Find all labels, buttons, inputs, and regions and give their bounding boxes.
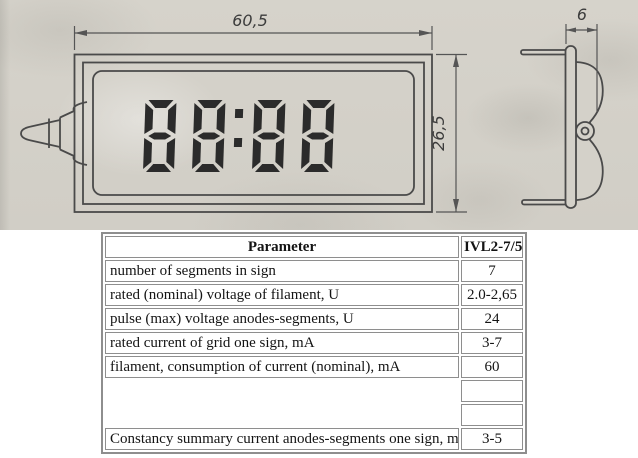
dim-depth-label: 6	[577, 5, 587, 24]
dimension-height	[436, 53, 467, 213]
col-header-type: IVL2-7/5	[461, 236, 523, 258]
value-cell: 24	[461, 308, 523, 330]
front-view	[20, 53, 433, 213]
param-cell: rated current of grid one sign, mA	[105, 332, 459, 354]
table-row: rated current of grid one sign, mA 3-7	[105, 332, 523, 354]
dim-width-label: 60,5	[232, 11, 268, 30]
param-cell: Constancy summary current anodes-segment…	[105, 428, 459, 450]
col-header-parameter: Parameter	[105, 236, 459, 258]
seven-segment-display	[142, 100, 335, 172]
table-row: pulse (max) voltage anodes-segments, U 2…	[105, 308, 523, 330]
side-view	[520, 45, 604, 209]
table-row: number of segments in sign 7	[105, 260, 523, 282]
side-front-face	[564, 45, 577, 209]
front-outer-frame	[73, 53, 433, 213]
digit-1	[142, 100, 177, 172]
dim-height-label: 26,5	[429, 115, 448, 151]
spec-table-container: Parameter IVL2-7/5 number of segments in…	[101, 232, 527, 454]
param-cell: filament, consumption of current (nomina…	[105, 356, 459, 378]
value-cell: 3-7	[461, 332, 523, 354]
dimension-depth	[565, 24, 598, 112]
side-pin-top	[520, 49, 570, 56]
colon-separator	[233, 109, 244, 147]
table-row: filament, consumption of current (nomina…	[105, 356, 523, 378]
table-row: rated (nominal) voltage of filament, U 2…	[105, 284, 523, 306]
param-cell-empty	[105, 380, 459, 402]
value-cell: 60	[461, 356, 523, 378]
param-cell-empty	[105, 404, 459, 426]
dimension-width	[73, 26, 433, 50]
side-seal-inner	[580, 126, 590, 136]
table-header-row: Parameter IVL2-7/5	[105, 236, 523, 258]
spec-table: Parameter IVL2-7/5 number of segments in…	[101, 232, 527, 454]
technical-drawing: 60,5 26,5	[20, 5, 604, 213]
exhaust-tip	[20, 101, 88, 166]
param-cell: pulse (max) voltage anodes-segments, U	[105, 308, 459, 330]
value-cell-empty	[461, 380, 523, 402]
table-row: Constancy summary current anodes-segment…	[105, 428, 523, 450]
param-cell: number of segments in sign	[105, 260, 459, 282]
value-cell-empty	[461, 404, 523, 426]
table-row-empty	[105, 380, 523, 402]
digit-3	[251, 100, 286, 172]
table-row-empty	[105, 404, 523, 426]
value-cell: 7	[461, 260, 523, 282]
scanned-drawing-region: 60,5 26,5	[0, 0, 638, 230]
front-middle-frame	[82, 61, 425, 205]
front-display-window	[92, 70, 415, 196]
digit-2	[191, 100, 226, 172]
digit-4	[300, 100, 335, 172]
value-cell: 3-5	[461, 428, 523, 450]
side-pin-bottom	[521, 199, 571, 206]
param-cell: rated (nominal) voltage of filament, U	[105, 284, 459, 306]
value-cell: 2.0-2,65	[461, 284, 523, 306]
